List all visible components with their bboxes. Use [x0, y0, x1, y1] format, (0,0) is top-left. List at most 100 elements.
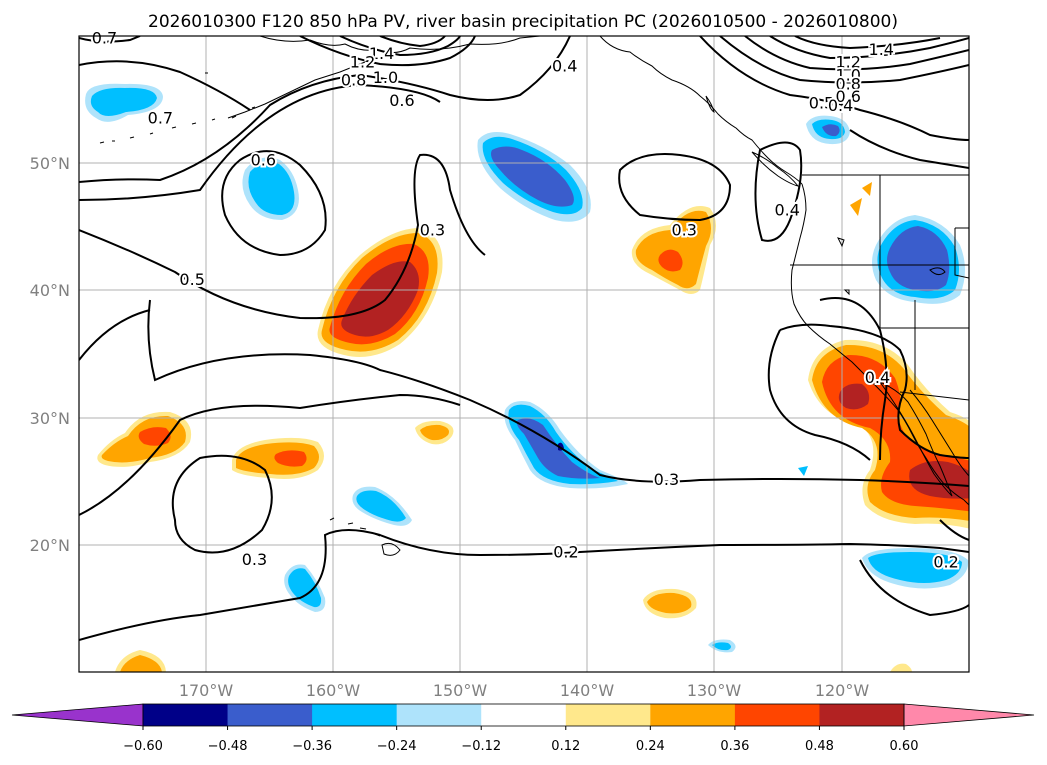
contour-label: 1.0	[835, 65, 860, 84]
lake	[929, 267, 946, 276]
baja-california	[879, 381, 953, 497]
lon-tick-label: 170°W	[179, 681, 234, 700]
contour-label: 0.4	[828, 96, 853, 115]
contour-label: 0.7	[148, 109, 173, 128]
positive-anomaly-area	[635, 210, 711, 289]
lake	[843, 289, 850, 296]
pv-contour-line	[699, 36, 969, 141]
pv-contour-line	[754, 141, 803, 242]
contour-label: 0.6	[835, 87, 860, 106]
lat-tick-label: 20°N	[30, 536, 70, 555]
bc-coastline	[599, 36, 803, 185]
colorbar-swatch	[481, 704, 567, 726]
map-content	[79, 36, 969, 672]
colorbar-swatch	[312, 704, 398, 726]
colorbar-tick-label: 0.36	[720, 739, 749, 754]
colorbar-tick-label: −0.36	[292, 739, 332, 754]
negative-anomaly-area	[868, 552, 962, 583]
colorbar-tick-label: 0.12	[551, 739, 580, 754]
pv-contour-line	[769, 36, 969, 60]
contour-label: 1.0	[373, 68, 398, 87]
negative-anomaly-area	[356, 490, 406, 522]
pv-contours	[79, 36, 969, 641]
pv-contour-line	[221, 150, 327, 257]
us-west-coastline	[790, 183, 969, 506]
colorbar-swatch	[819, 704, 905, 726]
contour-label: 0.4	[774, 200, 799, 219]
colorbar-frame	[142, 703, 905, 727]
colorbar-swatch	[227, 704, 313, 726]
contour-label: 1.4	[369, 44, 394, 63]
negative-anomaly-area	[712, 642, 731, 651]
pv-contour-line	[79, 153, 486, 320]
contour-label: 1.2	[350, 53, 375, 72]
colorbar-swatch	[734, 704, 820, 726]
colorbar-tick-label: −0.48	[208, 739, 248, 754]
vancouver-island	[751, 151, 800, 187]
gulf-of-california	[909, 389, 969, 477]
contour-label: 0.5	[179, 270, 204, 289]
pv-contour-line	[849, 129, 969, 169]
positive-anomaly-area	[890, 663, 912, 672]
negative-anomaly-area	[822, 124, 840, 137]
hawaii-islands	[329, 517, 401, 556]
negative-anomaly-area	[798, 466, 808, 476]
positive-anomaly-area	[138, 427, 171, 446]
contour-label: 0.3	[654, 470, 679, 489]
colorbar-tick-label: 0.60	[890, 739, 919, 754]
contour-labels: 0.71.41.21.00.80.60.40.70.60.30.50.31.41…	[90, 27, 961, 574]
lake	[837, 237, 845, 248]
pv-contour-line	[719, 36, 969, 84]
pv-contour-line	[79, 393, 461, 516]
colorbar-tick-label: −0.12	[461, 739, 501, 754]
contour-label: 0.4	[552, 57, 577, 76]
colorbar-extend-high	[903, 703, 1035, 727]
contour-label: 1.4	[869, 40, 894, 59]
colorbar-tick-label: 0.48	[805, 739, 834, 754]
contour-label: 0.2	[553, 542, 578, 561]
positive-anomaly-area	[850, 198, 862, 216]
positive-anomaly-area	[909, 461, 969, 499]
pv-contour-line	[299, 36, 476, 67]
pv-contour-line	[618, 153, 732, 222]
contour-label: 0.3	[420, 221, 445, 240]
colorbar-extend-low	[11, 703, 144, 727]
pv-contour-line	[79, 36, 141, 43]
positive-anomaly-area	[274, 450, 307, 467]
colorbar-swatch	[650, 704, 736, 726]
map-title: 2026010300 F120 850 hPa PV, river basin …	[148, 12, 898, 32]
pv-contour-line	[819, 297, 888, 461]
lon-tick-label: 140°W	[560, 681, 615, 700]
pv-contour-line	[147, 299, 969, 487]
negative-anomaly-area	[248, 162, 295, 215]
colorbar-tick-label: −0.24	[377, 739, 417, 754]
lat-axis-labels: 50°N 40°N 30°N 20°N	[30, 154, 70, 555]
pv-contour-line	[79, 529, 969, 641]
lat-tick-label: 50°N	[30, 154, 70, 173]
us-state-border	[954, 228, 969, 279]
pv-contour-line	[339, 36, 461, 57]
pv-contour-line	[767, 329, 871, 461]
contour-label: 0.8	[341, 71, 366, 90]
pv-contour-line	[79, 60, 251, 111]
contour-label: 0.4	[865, 368, 890, 387]
precip-anomaly-fill	[85, 83, 969, 672]
pv-contour-line	[859, 559, 969, 617]
negative-anomaly-area	[887, 226, 950, 292]
colorbar-swatch	[143, 704, 229, 726]
contour-label: 0.3	[671, 221, 696, 240]
lon-tick-label: 120°W	[815, 681, 870, 700]
lon-tick-label: 130°W	[687, 681, 742, 700]
lon-tick-label: 160°W	[306, 681, 361, 700]
pv-contour-line	[379, 36, 446, 48]
colorbar-swatch	[396, 704, 482, 726]
us-mexico-border	[899, 391, 969, 401]
contour-label: 0.3	[242, 550, 267, 569]
colorbar-tick-label: 0.24	[636, 739, 665, 754]
positive-anomaly-area	[120, 655, 162, 672]
pv-contour-line	[79, 309, 151, 361]
contour-label: 0.8	[835, 74, 860, 93]
pv-contour-line	[79, 83, 441, 201]
pv-contour-line	[779, 323, 969, 459]
lat-tick-label: 30°N	[30, 409, 70, 428]
